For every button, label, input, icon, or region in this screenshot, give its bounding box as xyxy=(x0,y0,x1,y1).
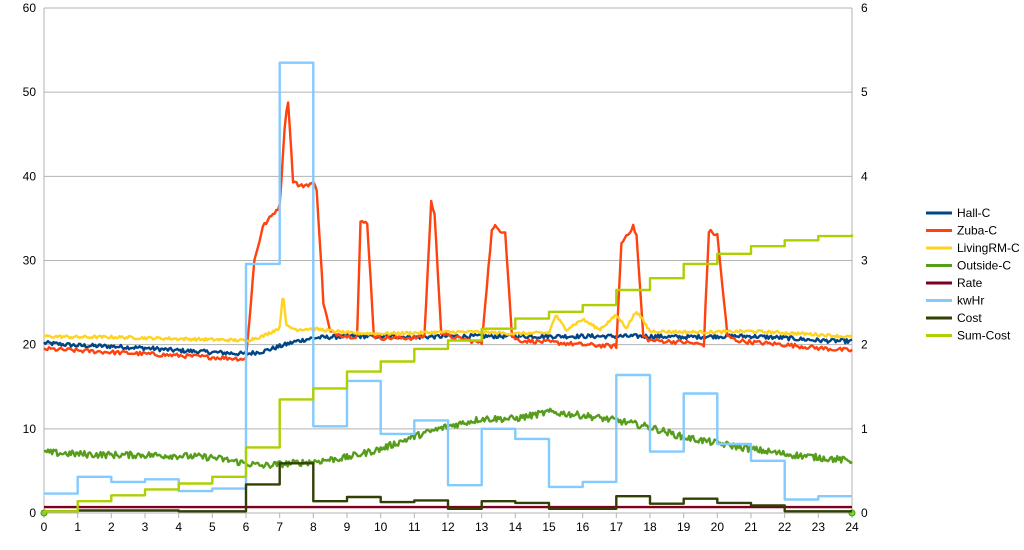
x-tick-label: 9 xyxy=(344,520,351,534)
x-tick-label: 5 xyxy=(209,520,216,534)
x-tick-label: 16 xyxy=(576,520,590,534)
series-line-cost xyxy=(44,462,852,513)
legend-label: Cost xyxy=(957,311,982,325)
x-tick-label: 3 xyxy=(142,520,149,534)
y2-tick-label: 2 xyxy=(861,338,868,352)
y-tick-label: 30 xyxy=(23,254,37,268)
x-tick-label: 15 xyxy=(542,520,556,534)
legend-label: kwHr xyxy=(957,294,984,308)
x-tick-label: 12 xyxy=(441,520,455,534)
x-tick-label: 7 xyxy=(276,520,283,534)
x-tick-label: 4 xyxy=(175,520,182,534)
series-line-sum-cost xyxy=(44,234,854,513)
series-lines xyxy=(43,61,854,513)
legend-label: LivingRM-C xyxy=(957,241,1020,255)
x-tick-label: 2 xyxy=(108,520,115,534)
series-line-zuba-c xyxy=(43,101,853,362)
legend-label: Sum-Cost xyxy=(957,329,1011,343)
x-tick-label: 17 xyxy=(610,520,624,534)
y2-tick-label: 1 xyxy=(861,422,868,436)
series-line-livingrm-c xyxy=(43,297,854,343)
y2-tick-label: 5 xyxy=(861,85,868,99)
y2-tick-label: 0 xyxy=(861,506,868,520)
x-tick-label: 22 xyxy=(778,520,792,534)
x-tick-label: 8 xyxy=(310,520,317,534)
x-tick-label: 20 xyxy=(711,520,725,534)
y2-tick-label: 6 xyxy=(861,1,868,15)
x-tick-label: 13 xyxy=(475,520,489,534)
legend-label: Rate xyxy=(957,276,983,290)
x-tick-label: 21 xyxy=(744,520,758,534)
y2-tick-label: 3 xyxy=(861,254,868,268)
series-line-kwhr xyxy=(44,61,852,501)
y-tick-label: 10 xyxy=(23,422,37,436)
y-tick-label: 20 xyxy=(23,338,37,352)
legend-label: Hall-C xyxy=(957,206,991,220)
x-tick-label: 23 xyxy=(812,520,826,534)
y-tick-label: 40 xyxy=(23,169,37,183)
x-tick-label: 1 xyxy=(74,520,81,534)
y-tick-label: 0 xyxy=(29,506,36,520)
legend: Hall-C Zuba-C LivingRM-C Outside-C Rate kwHr C… xyxy=(926,206,1020,343)
x-tick-label: 11 xyxy=(408,520,421,534)
x-tick-label: 6 xyxy=(243,520,250,534)
legend-label: Outside-C xyxy=(957,259,1011,273)
x-tick-label: 14 xyxy=(509,520,523,534)
x-tick-label: 0 xyxy=(41,520,48,534)
y-tick-label: 50 xyxy=(23,85,37,99)
x-tick-label: 18 xyxy=(643,520,657,534)
x-tick-label: 24 xyxy=(845,520,859,534)
x-tick-label: 10 xyxy=(374,520,388,534)
axes xyxy=(40,8,856,518)
legend-label: Zuba-C xyxy=(957,224,997,238)
y2-tick-label: 4 xyxy=(861,169,868,183)
y-tick-label: 60 xyxy=(23,1,37,15)
x-tick-label: 19 xyxy=(677,520,691,534)
